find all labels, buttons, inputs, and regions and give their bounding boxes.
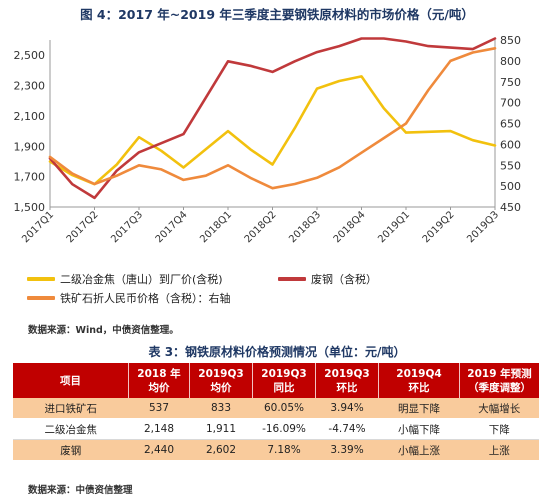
legend-swatch-ore	[27, 296, 55, 300]
left-tick-label: 1,500	[14, 201, 46, 214]
header-2019q3-yoy: 2019Q3 同比	[252, 363, 316, 398]
header-2019q4-qoq: 2019Q4 环比	[378, 363, 460, 398]
right-tick-label: 550	[500, 159, 521, 172]
x-tick-label: 2019Q2	[421, 209, 457, 245]
table-cell: 进口铁矿石	[13, 398, 129, 419]
right-tick-label: 500	[500, 180, 521, 193]
table-cell: 小幅上涨	[378, 439, 460, 461]
source-note-table: 数据来源：中债资信整理	[28, 485, 133, 496]
table-cell: -16.09%	[252, 418, 316, 440]
x-tick-label: 2019Q1	[376, 209, 412, 245]
x-tick-label: 2018Q2	[243, 209, 279, 245]
x-tick-label: 2017Q2	[65, 209, 101, 245]
left-tick-label: 1,700	[14, 171, 46, 184]
table-cell: 1,911	[189, 418, 253, 440]
header-item: 项目	[13, 363, 129, 398]
series-line-1	[48, 37, 497, 200]
table-cell: 833	[189, 398, 253, 419]
table-title: 表 3：钢铁原材料价格预测情况（单位：元/吨）	[148, 345, 406, 359]
table-header-row: 项目 2018 年均价 2019Q3 均价 2019Q3 同比 2019Q3 环比 2…	[13, 363, 539, 398]
left-tick-label: 2,100	[14, 110, 46, 123]
right-tick-label: 750	[500, 76, 521, 89]
header-2019-forecast: 2019 年预测 （季度调整）	[459, 363, 539, 398]
table-cell: 废钢	[13, 439, 129, 461]
right-tick-label: 450	[500, 201, 521, 214]
legend-coke: 二级冶金焦（唐山）到厂价(含税)	[27, 271, 223, 287]
x-tick-label: 2017Q1	[20, 209, 56, 245]
table-cell: 60.05%	[252, 398, 316, 419]
legend-scrap: 废钢（含税）	[278, 271, 377, 287]
table-cell: -4.74%	[315, 418, 379, 440]
table-cell: 2,148	[128, 418, 190, 440]
table-cell: 下降	[459, 418, 539, 440]
table-cell: 上涨	[459, 439, 539, 461]
right-tick-label: 650	[500, 118, 521, 131]
series-line-0	[48, 75, 497, 186]
x-tick-label: 2018Q4	[332, 209, 368, 245]
right-tick-label: 700	[500, 97, 521, 110]
legend-ore: 铁矿石折人民币价格（含税）：右轴	[27, 290, 231, 306]
table-cell: 3.39%	[315, 439, 379, 461]
table-cell: 大幅增长	[459, 398, 539, 419]
x-tick-label: 2019Q3	[465, 209, 501, 245]
legend-swatch-scrap	[278, 277, 306, 281]
legend-label-ore: 铁矿石折人民币价格（含税）：右轴	[60, 292, 231, 305]
left-tick-label: 2,300	[14, 80, 46, 93]
legend-swatch-coke	[27, 277, 55, 281]
legend-label-scrap: 废钢（含税）	[311, 273, 377, 286]
table-cell: 小幅下降	[378, 418, 460, 440]
x-tick-label: 2017Q3	[109, 209, 145, 245]
left-tick-label: 2,500	[14, 49, 46, 62]
x-tick-label: 2017Q4	[154, 209, 190, 245]
table-cell: 2,602	[189, 439, 253, 461]
forecast-table: 项目 2018 年均价 2019Q3 均价 2019Q3 同比 2019Q3 环比 2…	[13, 363, 539, 461]
price-line-chart: 1,500 1,700 1,900 2,100 2,300 2,500 450 500 550 6…	[14, 34, 522, 245]
left-tick-label: 1,900	[14, 140, 46, 153]
right-tick-label: 850	[500, 34, 521, 47]
table-row: 二级冶金焦 2,148 1,911 -16.09% -4.74% 小幅下降 下降	[13, 418, 539, 440]
table-row: 进口铁矿石 537 833 60.05% 3.94% 明显下降 大幅增长	[13, 398, 539, 419]
table-cell: 537	[128, 398, 190, 419]
header-2018-avg: 2018 年均价	[128, 363, 190, 398]
chart-title: 图 4：2017 年~2019 年三季度主要钢铁原材料的市场价格（元/吨）	[80, 7, 474, 22]
source-note-chart: 数据来源：Wind，中债资信整理。	[28, 325, 179, 336]
x-tick-label: 2018Q1	[198, 209, 234, 245]
table-cell: 3.94%	[315, 398, 379, 419]
header-2019q3-avg: 2019Q3 均价	[189, 363, 253, 398]
right-tick-label: 600	[500, 138, 521, 151]
table-cell: 二级冶金焦	[13, 418, 129, 440]
series-line-2	[48, 46, 497, 190]
table-row: 废钢 2,440 2,602 7.18% 3.39% 小幅上涨 上涨	[13, 439, 539, 461]
table-cell: 2,440	[128, 439, 190, 461]
table-cell: 明显下降	[378, 398, 460, 419]
right-tick-label: 800	[500, 55, 521, 68]
header-2019q3-qoq: 2019Q3 环比	[315, 363, 379, 398]
legend-label-coke: 二级冶金焦（唐山）到厂价(含税)	[60, 273, 223, 286]
x-tick-label: 2018Q3	[287, 209, 323, 245]
table-cell: 7.18%	[252, 439, 316, 461]
